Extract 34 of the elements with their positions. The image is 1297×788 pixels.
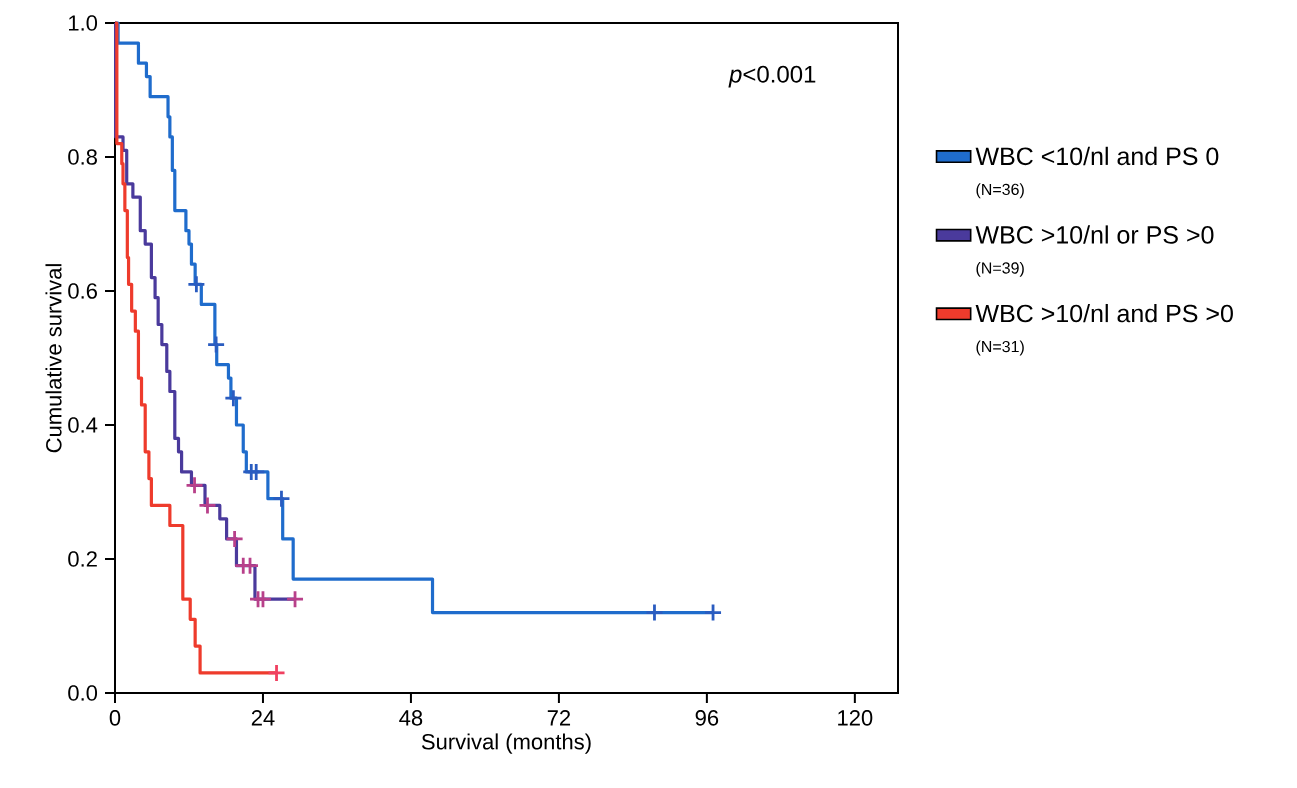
point <box>223 388 243 408</box>
legend-label: WBC >10/nl or PS >0 <box>975 225 1214 244</box>
y-tick-label: 0.4 <box>68 417 98 433</box>
legend-label: WBC >10/nl and PS >0 <box>975 303 1233 323</box>
x-tick-label: 48 <box>399 710 423 726</box>
x-tick-label: 72 <box>547 710 571 726</box>
point <box>185 475 204 495</box>
y-tick-label: 0.2 <box>68 551 97 567</box>
point <box>246 462 266 482</box>
text: (N=36) <box>976 183 1024 199</box>
x-tick-label: 120 <box>838 710 873 726</box>
point <box>267 663 286 683</box>
point <box>272 489 291 509</box>
annotation: p<0.001 <box>728 65 816 88</box>
x-axis-title: Survival (months) <box>421 733 591 754</box>
point <box>253 589 273 609</box>
y-tick-label: 0.0 <box>68 685 98 701</box>
x-tick-label: 24 <box>251 710 275 726</box>
point <box>206 335 226 354</box>
y-tick-label: 0.6 <box>68 283 97 299</box>
legend-label: WBC <10/nl and PS 0 <box>975 146 1219 166</box>
text: (N=39) <box>976 261 1024 277</box>
y-tick-label: 1.0 <box>69 15 98 31</box>
point <box>703 603 723 622</box>
y-tick-label: 0.8 <box>68 149 97 165</box>
point <box>285 589 305 609</box>
point <box>198 495 217 515</box>
point <box>186 274 206 294</box>
point <box>645 603 664 622</box>
point <box>225 529 245 549</box>
y-axis-title: Cumulative survival <box>45 264 62 453</box>
x-tick-label: 96 <box>695 710 719 726</box>
text: (N=31) <box>976 340 1024 356</box>
x-tick-label: 0 <box>109 710 121 726</box>
